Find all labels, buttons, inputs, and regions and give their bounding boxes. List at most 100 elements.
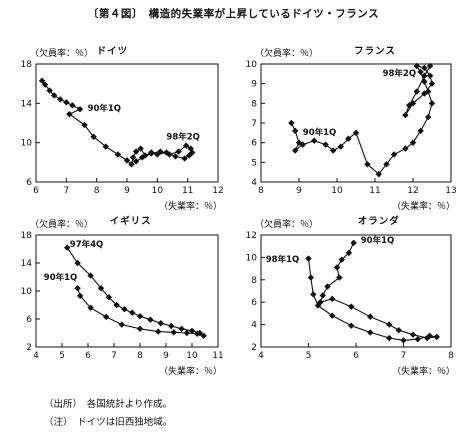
data-point <box>324 283 331 290</box>
data-point <box>428 100 436 107</box>
y-tick-label: 2 <box>26 343 32 353</box>
x-tick-label: 11 <box>212 351 223 361</box>
y-axis-label: （欠員率：％） <box>255 47 318 59</box>
x-tick-label: 4 <box>33 351 39 361</box>
data-point <box>375 170 382 178</box>
footnote: （注） ドイツは旧西独地域。 <box>44 417 173 428</box>
data-point <box>305 255 312 262</box>
y-tick-label: 10 <box>21 139 33 149</box>
data-point <box>118 321 125 328</box>
data-point <box>383 161 390 168</box>
data-point <box>200 332 207 339</box>
data-point <box>299 141 306 148</box>
data-point <box>157 320 164 327</box>
data-point <box>402 111 409 119</box>
y-tick-label: 14 <box>21 99 33 109</box>
x-tick-label: 8 <box>448 351 454 361</box>
data-point <box>76 106 84 113</box>
data-point <box>166 151 173 158</box>
series-line <box>290 65 433 175</box>
y-tick-label: 10 <box>246 253 258 263</box>
data-point <box>188 327 196 335</box>
data-point <box>330 147 337 154</box>
data-point <box>345 249 353 257</box>
x-tick-label: 9 <box>124 186 130 196</box>
y-tick-label: 10 <box>21 287 33 297</box>
data-point <box>38 77 46 84</box>
annotation-label: 90年1Q <box>88 103 121 114</box>
data-point <box>350 239 357 247</box>
data-point <box>406 102 413 109</box>
data-point <box>292 127 299 135</box>
data-point <box>69 102 76 109</box>
data-point <box>426 62 434 70</box>
y-tick-label: 6 <box>251 139 257 149</box>
data-point <box>46 87 53 94</box>
data-point <box>348 322 355 329</box>
data-point <box>292 147 299 154</box>
x-tick-label: 10 <box>186 351 198 361</box>
data-point <box>413 88 420 95</box>
data-point <box>336 274 343 281</box>
y-tick-label: 18 <box>21 60 33 70</box>
x-tick-label: 6 <box>85 351 91 361</box>
data-point <box>329 312 336 319</box>
data-point <box>319 292 326 299</box>
x-tick-label: 8 <box>94 186 100 196</box>
data-point <box>421 64 428 72</box>
data-point <box>386 334 393 342</box>
data-point <box>182 142 190 149</box>
x-tick-label: 8 <box>258 186 264 196</box>
data-point <box>129 154 137 161</box>
data-point <box>348 303 355 310</box>
data-point <box>129 309 136 316</box>
y-tick-label: 9 <box>251 80 257 90</box>
data-point <box>367 313 374 320</box>
data-point <box>57 96 64 103</box>
y-tick-label: 4 <box>251 321 257 331</box>
data-point <box>352 129 360 137</box>
data-point <box>168 322 175 330</box>
data-point <box>148 150 155 157</box>
data-point <box>63 99 70 106</box>
data-point <box>409 331 417 338</box>
data-point <box>295 139 303 146</box>
data-point <box>105 294 112 301</box>
data-point <box>337 143 344 150</box>
data-point <box>426 72 434 79</box>
data-point <box>66 110 73 118</box>
data-point <box>425 113 432 121</box>
annotation-label: 90年1Q <box>303 127 336 138</box>
series-line <box>307 242 437 341</box>
data-point <box>178 325 185 332</box>
data-point <box>64 244 71 251</box>
data-point <box>183 329 190 337</box>
data-point <box>74 259 81 267</box>
data-point <box>90 133 97 140</box>
x-tick-label: 9 <box>296 186 302 196</box>
data-point <box>409 139 417 146</box>
data-point <box>386 321 393 328</box>
annotation-label: 90年1Q <box>361 235 394 246</box>
data-point <box>102 143 109 150</box>
data-point <box>51 92 58 99</box>
y-tick-label: 12 <box>246 231 257 241</box>
chart-netherlands: 4 5 6 7 824681012（欠員率：％）（失業率：％）オランダ90年1Q98年1… <box>246 215 455 377</box>
x-axis-label: （失業率：％） <box>159 365 222 377</box>
series-line <box>66 247 205 337</box>
data-point <box>311 137 318 144</box>
y-tick-label: 18 <box>21 231 33 241</box>
x-tick-label: 10 <box>152 186 164 196</box>
data-point <box>367 329 374 336</box>
y-tick-label: 6 <box>26 178 32 188</box>
annotation-label: 98年2Q <box>166 132 199 143</box>
annotation-label: 98年1Q <box>266 254 299 265</box>
data-point <box>395 327 402 334</box>
data-point <box>307 274 315 281</box>
y-tick-label: 10 <box>246 60 258 70</box>
data-point <box>390 151 398 158</box>
x-tick-label: 7 <box>401 351 407 361</box>
y-tick-label: 5 <box>251 158 257 168</box>
data-point <box>322 141 329 148</box>
data-point <box>154 151 161 158</box>
